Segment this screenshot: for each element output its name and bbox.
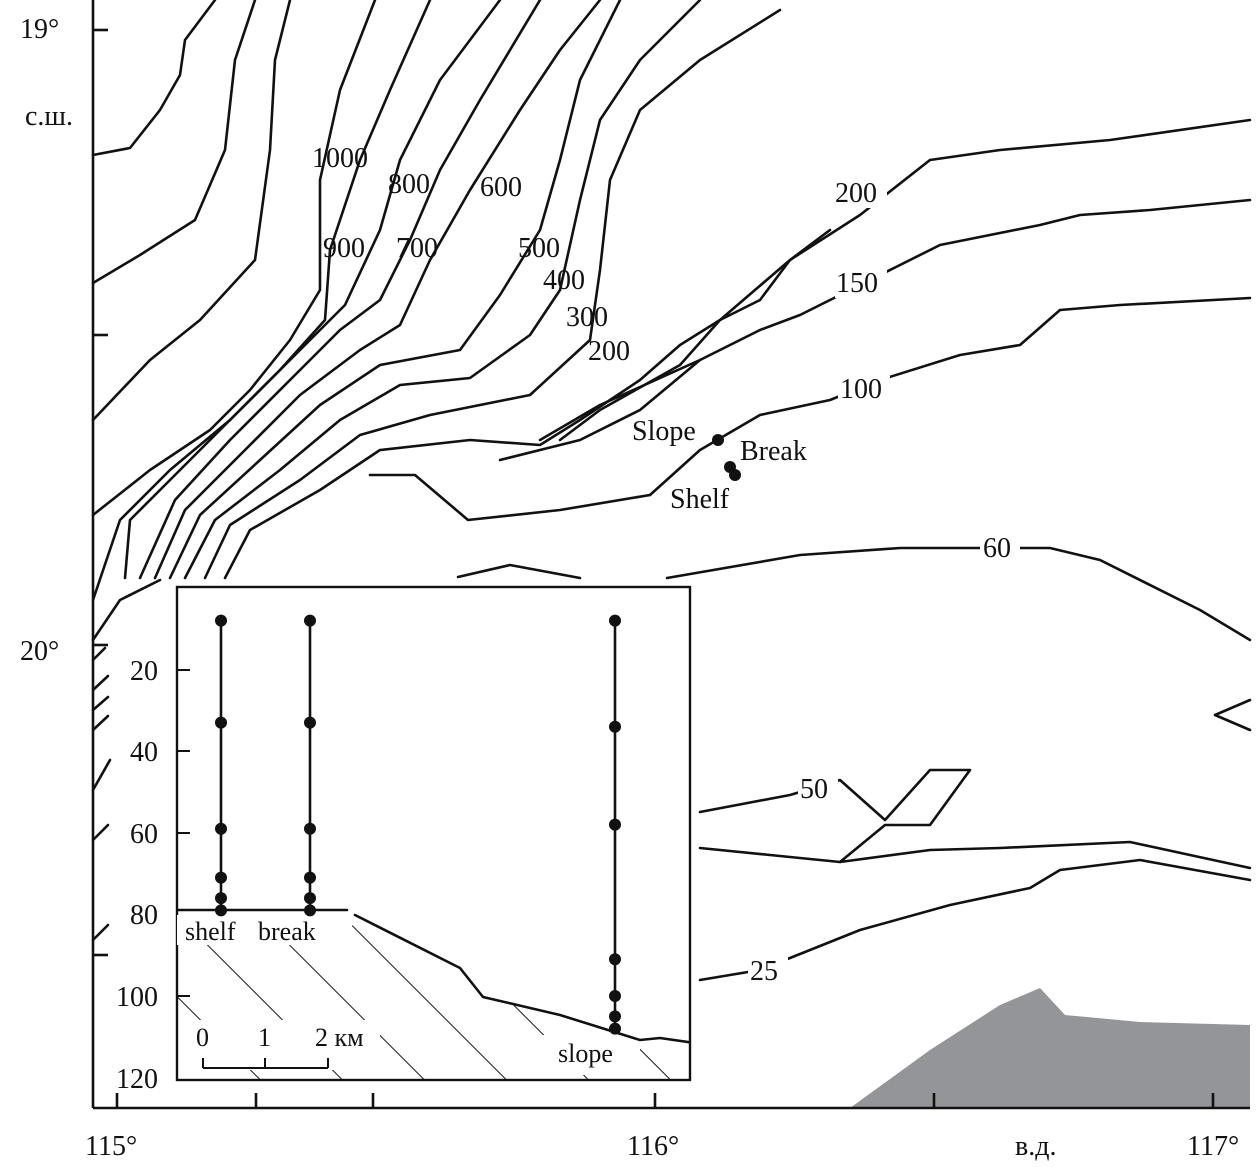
lat-label-19: 19° (20, 14, 59, 45)
depth-tick: 80 (130, 900, 158, 931)
contour-label: 800 (388, 169, 430, 200)
inset-label-break: break (258, 917, 316, 946)
contour-label: 1000 (312, 143, 368, 174)
stations: Slope Break Shelf (632, 416, 807, 515)
land-area (850, 988, 1250, 1108)
contour-label: 100 (840, 374, 882, 405)
contour-label: 200 (588, 336, 630, 367)
lat-label-north: с.ш. (25, 101, 73, 132)
scale-tick: 1 (258, 1023, 271, 1052)
lat-label-20: 20° (20, 636, 59, 667)
axes (91, 0, 1250, 1110)
sample-point-shelf (215, 871, 227, 884)
sample-point-slope (609, 953, 621, 966)
contour-label: 50 (800, 774, 828, 805)
sample-point-slope (609, 720, 621, 733)
station-slope-marker (712, 434, 724, 446)
contour-label: 25 (750, 956, 778, 987)
lon-label-115: 115° (85, 1131, 137, 1162)
station-label-slope: Slope (632, 416, 696, 447)
sample-point-slope (609, 990, 621, 1002)
sample-point-break (304, 614, 316, 627)
depth-tick: 40 (130, 737, 158, 768)
lon-label-east: в.д. (1015, 1131, 1056, 1162)
contour-label: 60 (983, 533, 1011, 564)
lon-label-116: 116° (627, 1131, 679, 1162)
contour-label: 200 (835, 178, 877, 209)
sample-point-slope (609, 1022, 621, 1035)
contour-label: 900 (323, 233, 365, 264)
sample-point-break (304, 822, 316, 835)
sample-point-shelf (215, 822, 227, 835)
sample-point-shelf (215, 904, 227, 917)
sample-point-break (304, 871, 316, 884)
sample-point-break (304, 716, 316, 729)
depth-tick: 20 (130, 656, 158, 687)
contour-label: 400 (543, 265, 585, 296)
sample-point-slope (609, 818, 621, 831)
sample-point-shelf (215, 614, 227, 627)
inset-label-shelf: shelf (185, 917, 236, 946)
inset-profile: 20 40 60 80 100 120 shelf break slope 0 … (116, 585, 692, 1095)
contour-label-group: 1000 900 800 700 600 500 400 300 200 200… (312, 143, 1020, 987)
sample-point-shelf (215, 716, 227, 729)
contour-label: 600 (480, 172, 522, 203)
sample-point-slope (609, 1010, 621, 1023)
scale-tick: 2 км (315, 1023, 364, 1052)
sample-point-break (304, 892, 316, 905)
depth-tick: 60 (130, 819, 158, 850)
inset-depth-ticks: 20 40 60 80 100 120 (116, 656, 190, 1095)
sample-point-shelf (215, 892, 227, 905)
depth-tick: 100 (116, 982, 158, 1013)
station-shelf-marker (729, 469, 741, 481)
inset-profiles (215, 614, 621, 1035)
contour-label: 300 (566, 302, 608, 333)
station-label-shelf: Shelf (670, 484, 730, 515)
scale-tick: 0 (196, 1023, 209, 1052)
scale-bar: 0 1 2 км (196, 1023, 364, 1069)
inset-label-slope: slope (558, 1039, 613, 1068)
depth-tick: 120 (116, 1064, 158, 1095)
sample-point-break (304, 904, 316, 917)
sample-point-slope (609, 614, 621, 627)
lon-label-117: 117° (1187, 1131, 1239, 1162)
contour-label: 150 (836, 268, 878, 299)
station-label-break: Break (740, 436, 807, 467)
contour-label: 500 (518, 233, 560, 264)
contour-label: 700 (396, 233, 438, 264)
